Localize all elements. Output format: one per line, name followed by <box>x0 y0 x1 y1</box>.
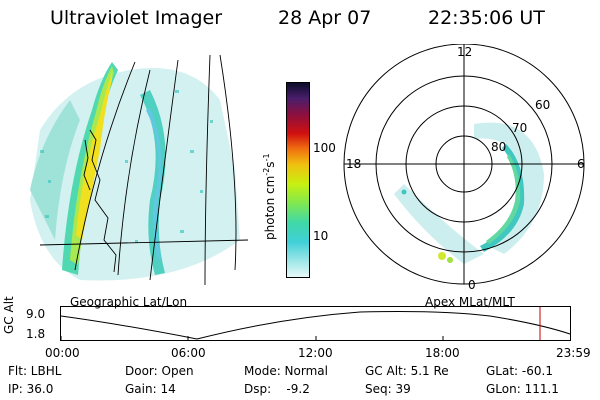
gc-alt-axis-label: GC Alt <box>2 296 16 334</box>
time-tick-1800: 18:00 <box>425 346 460 360</box>
mlt-label-6: 6 <box>577 157 585 171</box>
colorbar <box>286 82 310 278</box>
gc-alt-tick-min: 1.8 <box>26 327 46 341</box>
colorbar-unit-mid: s <box>263 161 277 168</box>
lat-label-80: 80 <box>491 140 507 154</box>
colorbar-unit-text: photon cm <box>263 175 277 240</box>
lat-label-70: 70 <box>512 121 528 135</box>
instrument-title: Ultraviolet Imager <box>50 7 223 29</box>
status-seq: Seq: 39 <box>365 382 411 396</box>
altitude-plot <box>60 306 571 341</box>
polar-plot <box>343 44 585 285</box>
date-label: 28 Apr 07 <box>278 7 372 29</box>
status-ip: IP: 36.0 <box>8 382 54 396</box>
mlt-label-0: 0 <box>468 278 476 292</box>
mlt-label-18: 18 <box>346 157 362 171</box>
status-mode: Mode: Normal <box>244 364 328 378</box>
mlt-label-12: 12 <box>457 45 473 59</box>
colorbar-tick-10: 10 <box>313 229 329 243</box>
colorbar-unit-sup1: -2 <box>262 167 271 176</box>
time-tick-1200: 12:00 <box>298 346 333 360</box>
status-filter: Flt: LBHL <box>8 364 62 378</box>
apex-label: Apex MLat/MLT <box>425 295 515 309</box>
status-gain: Gain: 14 <box>125 382 176 396</box>
time-tick-0600: 06:00 <box>171 346 206 360</box>
time-tick-2359: 23:59 <box>556 346 591 360</box>
status-gc-alt: GC Alt: 5.1 Re <box>365 364 449 378</box>
colorbar-unit-sup2: -1 <box>262 153 271 162</box>
lat-label-60: 60 <box>535 98 551 112</box>
colorbar-tick-100: 100 <box>313 141 336 155</box>
time-tick-0000: 00:00 <box>45 346 80 360</box>
status-door: Door: Open <box>125 364 194 378</box>
colorbar-unit-label: photon cm-2s-1 <box>262 153 280 240</box>
status-glon: GLon: 111.1 <box>486 382 559 396</box>
gc-alt-tick-max: 9.0 <box>26 307 46 321</box>
geographic-label: Geographic Lat/Lon <box>70 295 188 309</box>
status-dsp: Dsp: -9.2 <box>244 382 310 396</box>
geographic-image <box>30 54 249 286</box>
status-glat: GLat: -60.1 <box>486 364 553 378</box>
time-label: 22:35:06 UT <box>428 7 545 29</box>
